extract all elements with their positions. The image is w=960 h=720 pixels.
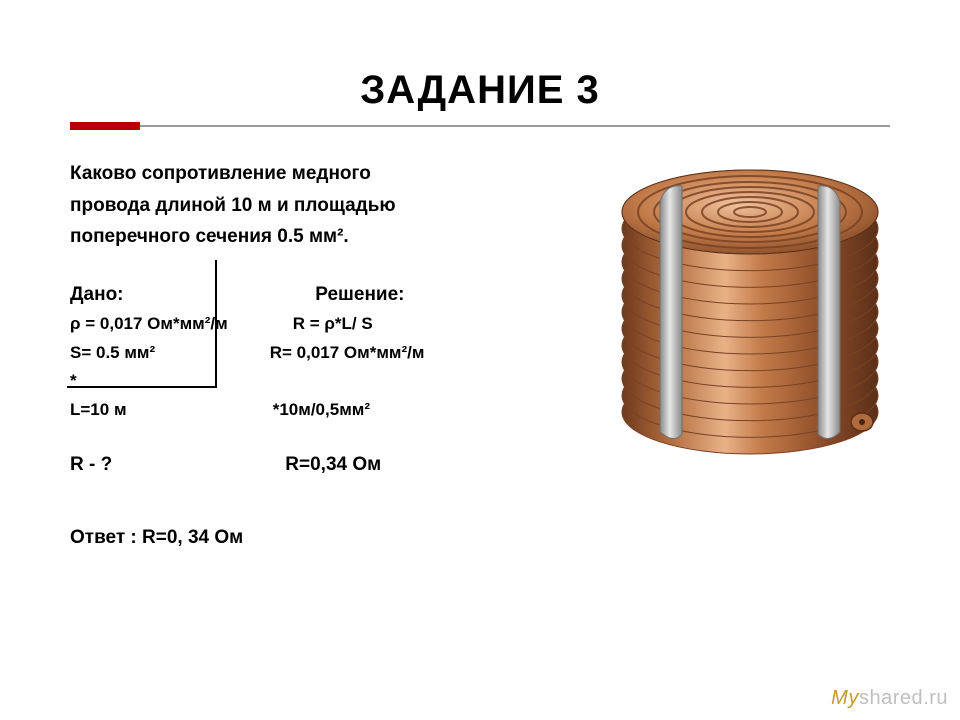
answer-line: Ответ : R=0, 34 Ом (70, 524, 590, 552)
given-separator-horizontal (67, 386, 217, 388)
problem-line: поперечного сечения 0.5 мм². (70, 223, 590, 251)
underline-red (70, 122, 140, 130)
given-s: S= 0.5 мм² (70, 341, 265, 366)
given-l: L=10 м (70, 398, 268, 423)
given-header: Дано: (70, 281, 310, 309)
solution-formula: R = ρ*L/ S (293, 314, 373, 333)
watermark-ru: .ru (923, 687, 948, 709)
watermark-my: Му (831, 687, 859, 709)
watermark-shared: shared (859, 687, 923, 709)
solution-result: R=0,34 Ом (285, 454, 381, 475)
problem-line: провода длиной 10 м и площадью (70, 192, 590, 220)
solution-calc1: R= 0,017 Ом*мм²/м (270, 343, 425, 362)
headers-row: Дано: Решение: (70, 281, 590, 309)
problem-body: Каково сопротивление медного провода дли… (70, 160, 590, 556)
solution-header: Решение: (315, 284, 404, 305)
watermark: Муshared.ru (831, 687, 948, 710)
given-separator-vertical (215, 260, 217, 386)
title-underline (70, 122, 890, 130)
underline-gray (140, 125, 890, 127)
copper-coil-image (610, 162, 890, 456)
solution-calc2: *10м/0,5мм² (273, 400, 370, 419)
slide-title: ЗАДАНИЕ 3 (0, 68, 960, 113)
problem-line: Каково сопротивление медного (70, 160, 590, 188)
given-rho: ρ = 0,017 Ом*мм²/м (70, 312, 288, 337)
given-r: R - ? (70, 451, 280, 479)
